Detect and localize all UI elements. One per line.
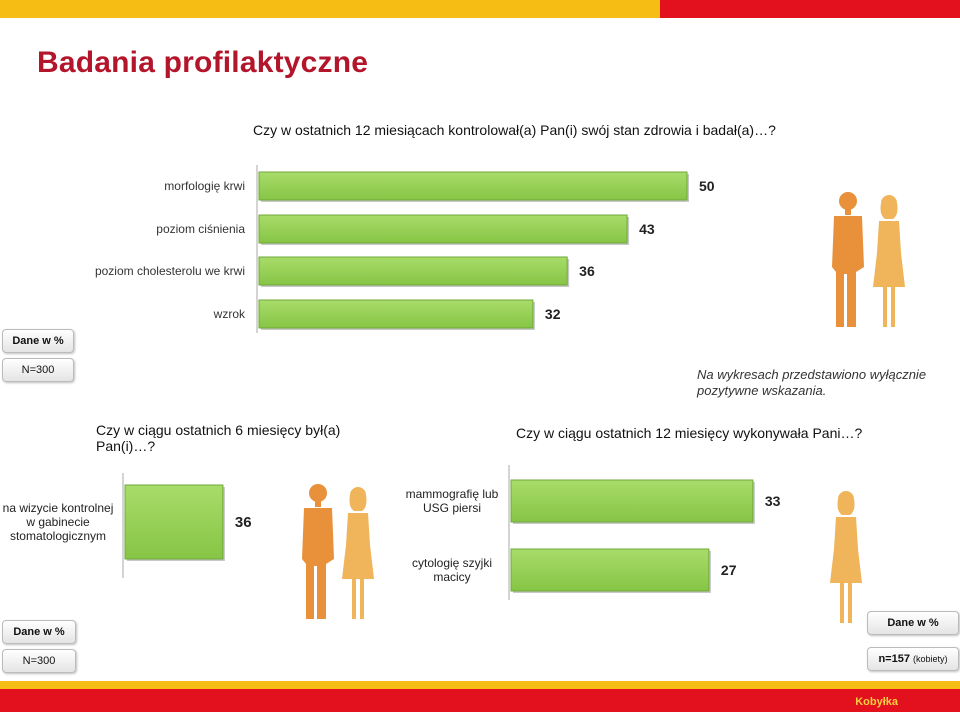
data-label: 43 [639,221,655,237]
category-label: cytologię szyjki macicy [412,556,492,584]
unit-badge-right: Dane w % [867,611,959,635]
data-label: 36 [235,514,252,531]
female-figure-icon [342,487,374,619]
data-label: 36 [579,263,595,279]
unit-badge-left: Dane w % [2,620,76,644]
data-label: 27 [721,562,737,578]
male-figure-icon [832,192,864,327]
data-label: 33 [765,493,781,509]
footer-bar [0,689,960,712]
chart3-title: Czy w ciągu ostatnich 12 miesięcy wykony… [516,425,863,441]
bottom-accent-bar-yellow [0,681,960,689]
bar [258,214,628,244]
female-figure-icon [830,491,862,623]
category-label: wzrok [213,307,246,321]
footer-brand: Kobyłka [855,696,898,708]
male-figure-icon [302,484,334,619]
sample-badge-left: N=300 [2,649,76,673]
top-accent-bar-yellow [0,0,660,18]
unit-badge-top: Dane w % [2,329,74,353]
data-label: 50 [699,178,715,194]
sample-badge-right: n=157 (kobiety) [867,647,959,671]
top-accent-bar-red [660,0,960,18]
sample-badge-top: N=300 [2,358,74,382]
bar [510,548,710,592]
female-figure-icon [873,195,905,327]
chart2-title: Czy w ciągu ostatnich 6 miesięcy był(a) … [96,422,341,454]
bar [258,299,534,329]
category-label: morfologię krwi [164,179,245,193]
data-label: 32 [545,306,561,322]
bar [258,256,568,286]
page-title: Badania profilaktyczne [37,46,369,79]
bar [124,484,224,560]
category-label: mammografię lub USG piersi [406,487,499,515]
category-label: poziom ciśnienia [156,222,245,236]
category-label: poziom cholesterolu we krwi [95,264,245,278]
bar [258,171,688,201]
chart-note: Na wykresach przedstawiono wyłącznie poz… [697,367,927,398]
category-label: na wizycie kontrolnej w gabinecie stomatol… [3,501,114,543]
bar [510,479,754,523]
chart1-title: Czy w ostatnich 12 miesiącach kontrolowa… [253,122,776,138]
